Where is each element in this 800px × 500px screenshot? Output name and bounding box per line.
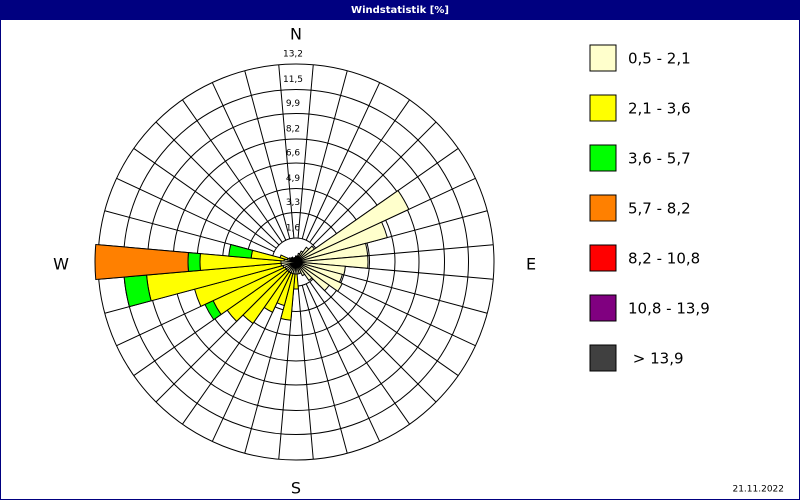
legend-swatch [589, 144, 617, 172]
wind-segment [279, 254, 289, 261]
wind-segment [295, 255, 369, 269]
spoke [317, 271, 476, 347]
spoke [182, 99, 283, 243]
wind-segment [295, 261, 306, 277]
wind-segment [295, 221, 388, 263]
r-tick-label: 4,9 [286, 174, 301, 184]
legend-swatch [589, 44, 617, 72]
r-tick-label: 13,2 [283, 50, 303, 60]
spoke [297, 285, 314, 460]
spoke [301, 70, 348, 239]
legend-swatch [589, 244, 617, 272]
wind-segment [123, 274, 152, 308]
compass-label: E [526, 255, 536, 274]
wind-segment [187, 252, 201, 272]
spoke [301, 285, 348, 454]
spoke [133, 148, 277, 249]
spoke [297, 64, 314, 239]
legend-label: 2,1 - 3,6 [628, 100, 691, 118]
legend-swatch [589, 344, 617, 372]
r-tick-label: 8,2 [286, 125, 300, 135]
r-tick-label: 6,6 [286, 149, 301, 159]
legend-swatch [589, 294, 617, 322]
spoke [319, 267, 488, 314]
legend-label: 0,5 - 2,1 [628, 50, 691, 68]
r-tick-label: 11,5 [283, 75, 303, 85]
spoke [211, 82, 287, 241]
spoke [309, 281, 410, 425]
wind-segment [94, 243, 189, 281]
title-bar [0, 0, 800, 20]
legend-label: > 13,9 [628, 350, 684, 368]
spoke [244, 70, 291, 239]
spoke [312, 278, 437, 403]
wind-segment [280, 272, 296, 321]
compass-label: N [290, 25, 302, 44]
wind-segment [295, 261, 330, 292]
wind-segment [295, 189, 410, 263]
wind-segment [228, 243, 254, 259]
wind-segment [294, 256, 297, 263]
spoke [315, 275, 459, 376]
r-tick-label: 9,9 [286, 99, 301, 109]
wind-segment [295, 261, 313, 282]
spoke [278, 64, 295, 239]
spoke [309, 99, 410, 243]
chart-title: Windstatistik [%] [351, 5, 449, 16]
wind-segment [295, 261, 343, 292]
legend-label: 5,7 - 8,2 [628, 200, 691, 218]
spoke [312, 121, 437, 246]
legend-label: 8,2 - 10,8 [628, 250, 700, 268]
spoke [305, 82, 381, 241]
r-tick-label: 3,3 [286, 198, 300, 208]
compass-label: W [53, 255, 69, 274]
r-tick-label: 1,6 [286, 224, 301, 234]
compass-label: S [291, 479, 301, 498]
legend-swatch [589, 94, 617, 122]
spoke [155, 121, 280, 246]
spoke [116, 177, 275, 253]
legend-label: 3,6 - 5,7 [628, 150, 691, 168]
date: 21.11.2022 [732, 485, 784, 495]
legend-label: 10,8 - 13,9 [628, 300, 710, 318]
spoke [305, 283, 381, 442]
legend-swatch [589, 194, 617, 222]
